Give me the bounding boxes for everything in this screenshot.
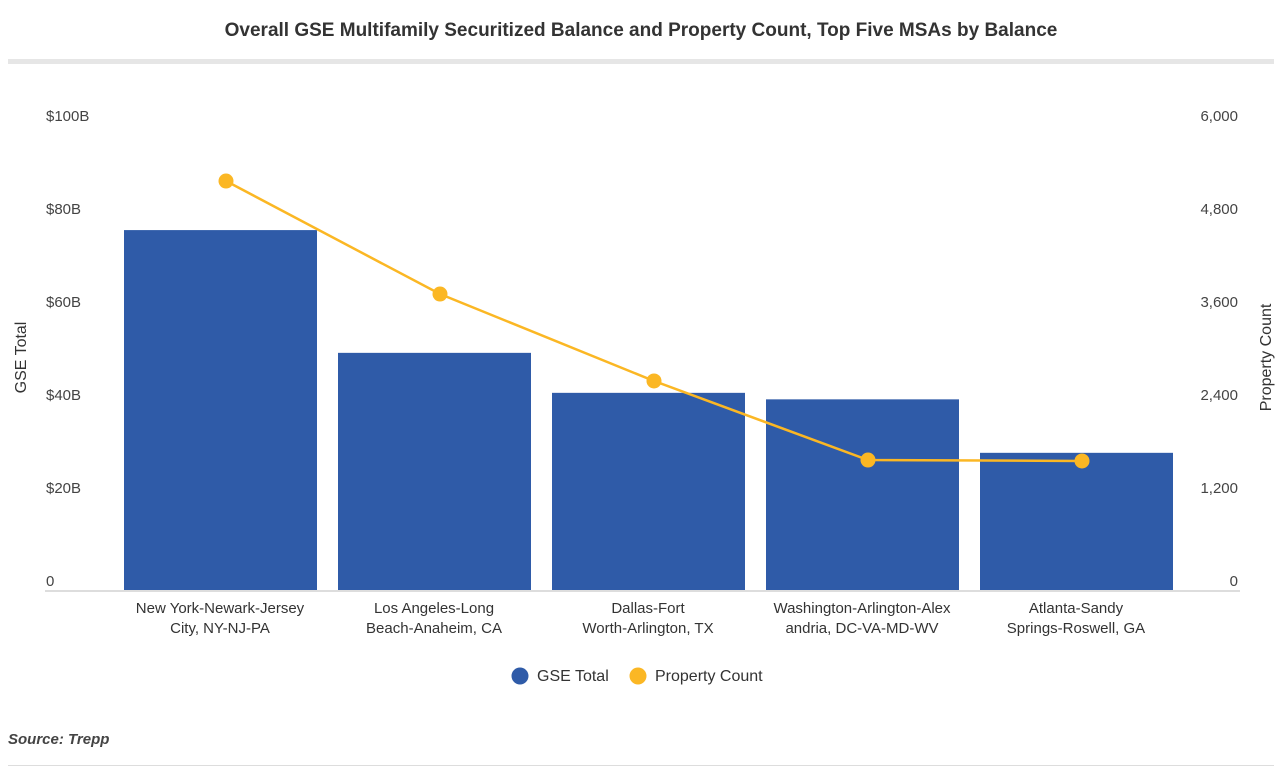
left-tick-label: $20B [46, 480, 81, 497]
left-tick-label: $40B [46, 387, 81, 404]
category-label: City, NY-NJ-PA [170, 620, 270, 637]
right-tick-label: 6,000 [1200, 108, 1238, 125]
legend-marker-gse-total [511, 667, 529, 685]
right-tick-label: 4,800 [1200, 201, 1238, 218]
point-property-count [646, 373, 662, 389]
combo-chart: 0 $20B $40B $60B $80B $100B 0 1,200 2,400 3,600 4,… [13, 108, 1275, 685]
point-property-count [1074, 453, 1090, 469]
category-label: Dallas-Fort [611, 600, 685, 617]
title-divider [8, 59, 1274, 64]
right-axis-title: Property Count [1258, 303, 1275, 411]
bar-gse-total [980, 452, 1173, 590]
source-note: Source: Trepp [8, 731, 110, 748]
right-tick-label: 3,600 [1200, 294, 1238, 311]
legend: GSE Total Property Count [511, 667, 763, 685]
point-property-count [218, 173, 234, 189]
bottom-divider [8, 765, 1274, 766]
point-property-count [432, 286, 448, 302]
bar-gse-total [338, 352, 531, 590]
bar-gse-total [552, 392, 745, 590]
category-label: Beach-Anaheim, CA [366, 620, 502, 637]
category-label: Los Angeles-Long [374, 600, 494, 617]
category-label: Springs-Roswell, GA [1007, 620, 1145, 637]
bar-gse-total [124, 230, 317, 590]
legend-marker-property-count [629, 667, 647, 685]
category-label: Atlanta-Sandy [1029, 600, 1124, 617]
right-tick-label: 0 [1230, 573, 1238, 590]
right-tick-label: 1,200 [1200, 480, 1238, 497]
bar-gse-total [766, 399, 959, 590]
left-axis-title: GSE Total [13, 322, 30, 394]
legend-label-gse-total: GSE Total [537, 668, 609, 685]
left-tick-label: $100B [46, 108, 89, 125]
point-property-count [860, 452, 876, 468]
category-label: andria, DC-VA-MD-WV [785, 620, 938, 637]
left-tick-label: 0 [46, 573, 54, 590]
chart-title: Overall GSE Multifamily Securitized Bala… [224, 20, 1058, 41]
category-label: Washington-Arlington-Alex [773, 600, 951, 617]
left-tick-label: $80B [46, 201, 81, 218]
category-label: Worth-Arlington, TX [582, 620, 713, 637]
legend-label-property-count: Property Count [655, 668, 763, 685]
left-tick-label: $60B [46, 294, 81, 311]
category-label: New York-Newark-Jersey [136, 600, 305, 617]
right-tick-label: 2,400 [1200, 387, 1238, 404]
